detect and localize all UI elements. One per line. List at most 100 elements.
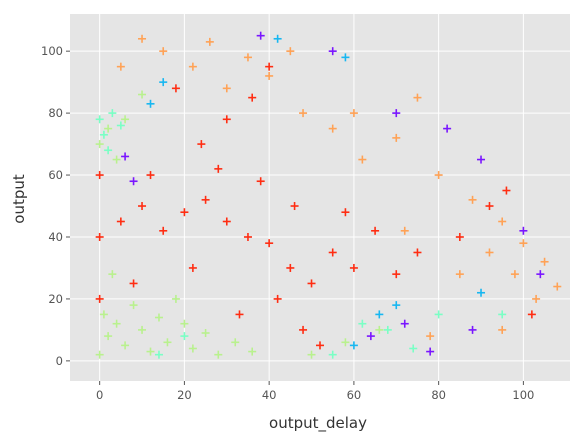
scatter-point xyxy=(201,328,210,337)
scatter-point xyxy=(214,350,223,359)
scatter-point xyxy=(95,140,104,149)
scatter-point xyxy=(95,294,104,303)
scatter-point xyxy=(286,263,295,272)
scatter-point xyxy=(95,232,104,241)
scatter-point xyxy=(510,270,519,279)
scatter-point xyxy=(116,217,125,226)
scatter-point xyxy=(434,310,443,319)
scatter-point xyxy=(188,263,197,272)
scatter-series-1 xyxy=(95,62,536,350)
scatter-point xyxy=(477,155,486,164)
x-tick-label: 60 xyxy=(347,388,362,402)
scatter-point xyxy=(116,121,125,130)
scatter-point xyxy=(248,93,257,102)
y-tick-label: 40 xyxy=(48,230,63,244)
scatter-point xyxy=(180,208,189,217)
scatter-point xyxy=(413,248,422,257)
scatter-point xyxy=(243,232,252,241)
scatter-point xyxy=(146,347,155,356)
x-tick-label: 100 xyxy=(512,388,534,402)
y-tick-label: 60 xyxy=(48,168,63,182)
scatter-point xyxy=(349,341,358,350)
scatter-point xyxy=(273,294,282,303)
plot-background xyxy=(70,14,570,381)
scatter-point xyxy=(392,133,401,142)
scatter-point xyxy=(498,325,507,334)
scatter-point xyxy=(95,115,104,124)
scatter-point xyxy=(163,338,172,347)
scatter-point xyxy=(383,325,392,334)
scatter-series-3 xyxy=(95,90,384,359)
scatter-point xyxy=(180,319,189,328)
scatter-point xyxy=(222,115,231,124)
y-axis-ticks: 0 20 40 60 80 100 xyxy=(41,44,70,368)
scatter-point xyxy=(375,310,384,319)
scatter-point xyxy=(146,99,155,108)
scatter-point xyxy=(375,325,384,334)
scatter-point xyxy=(95,350,104,359)
scatter-point xyxy=(129,177,138,186)
scatter-point xyxy=(328,350,337,359)
scatter-point xyxy=(197,140,206,149)
scatter-point xyxy=(392,109,401,118)
scatter-point xyxy=(121,152,130,161)
scatter-point xyxy=(256,31,265,40)
scatter-point xyxy=(265,62,274,71)
scatter-point xyxy=(371,226,380,235)
scatter-point xyxy=(341,53,350,62)
scatter-point xyxy=(468,195,477,204)
scatter-point xyxy=(214,164,223,173)
scatter-point xyxy=(477,288,486,297)
scatter-point xyxy=(154,350,163,359)
x-tick-label: 40 xyxy=(262,388,277,402)
scatter-point xyxy=(400,226,409,235)
scatter-point xyxy=(443,124,452,133)
scatter-point xyxy=(159,226,168,235)
scatter-series-4 xyxy=(95,109,507,359)
scatter-point xyxy=(201,195,210,204)
scatter-point xyxy=(121,341,130,350)
scatter-point xyxy=(112,155,121,164)
scatter-point xyxy=(527,310,536,319)
scatter-point xyxy=(498,217,507,226)
scatter-point xyxy=(409,344,418,353)
scatter-point xyxy=(116,62,125,71)
scatter-point xyxy=(154,313,163,322)
scatter-point xyxy=(328,248,337,257)
scatter-point xyxy=(328,47,337,56)
scatter-point xyxy=(426,347,435,356)
scatter-point xyxy=(413,93,422,102)
x-axis-ticks: 0 20 40 60 80 100 xyxy=(96,381,534,402)
scatter-point xyxy=(299,109,308,118)
scatter-point xyxy=(95,171,104,180)
y-tick-label: 20 xyxy=(48,292,63,306)
scatter-point xyxy=(392,301,401,310)
scatter-point xyxy=(455,232,464,241)
scatter-point xyxy=(341,338,350,347)
scatter-point xyxy=(231,338,240,347)
scatter-point xyxy=(108,270,117,279)
scatter-point xyxy=(358,155,367,164)
scatter-point xyxy=(180,332,189,341)
x-tick-label: 20 xyxy=(177,388,192,402)
y-tick-label: 100 xyxy=(41,44,63,58)
scatter-point xyxy=(112,319,121,328)
scatter-series-6 xyxy=(121,31,545,356)
scatter-point xyxy=(99,310,108,319)
scatter-point xyxy=(265,239,274,248)
scatter-point xyxy=(235,310,244,319)
scatter-point xyxy=(99,130,108,139)
scatter-point xyxy=(502,186,511,195)
scatter-point xyxy=(265,71,274,80)
scatter-point xyxy=(273,34,282,43)
scatter-series-2 xyxy=(116,34,562,341)
scatter-point xyxy=(129,279,138,288)
data-points xyxy=(95,31,562,359)
scatter-point xyxy=(536,270,545,279)
scatter-point xyxy=(248,347,257,356)
scatter-point xyxy=(307,350,316,359)
scatter-point xyxy=(188,62,197,71)
scatter-point xyxy=(498,310,507,319)
scatter-point xyxy=(455,270,464,279)
scatter-point xyxy=(328,124,337,133)
